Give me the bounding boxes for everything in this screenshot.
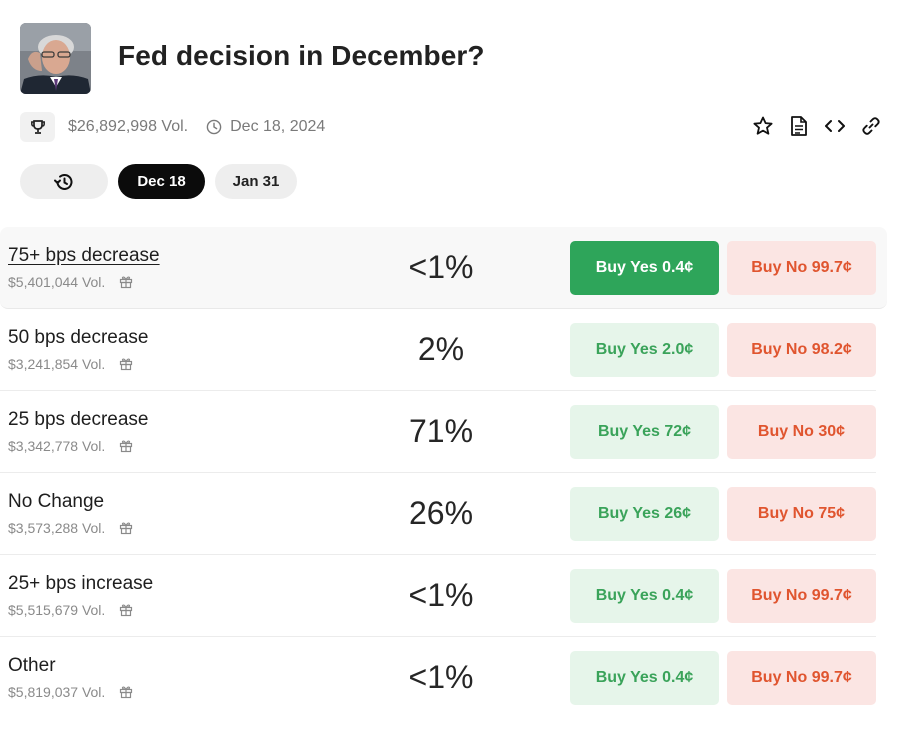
tab-jan-31[interactable]: Jan 31: [215, 164, 297, 199]
outcome-volume-line: $5,515,679 Vol.: [8, 602, 133, 618]
buy-no-button[interactable]: Buy No 30¢: [727, 405, 876, 459]
outcome-volume: $3,241,854 Vol.: [8, 356, 106, 372]
outcome-list: 75+ bps decrease $5,401,044 Vol. <1% Buy…: [0, 227, 887, 719]
outcome-volume: $5,401,044 Vol.: [8, 274, 106, 290]
outcome-name[interactable]: 25+ bps increase: [8, 573, 154, 594]
market-actions: [752, 114, 882, 138]
tab-history[interactable]: [20, 164, 108, 199]
buy-yes-button[interactable]: Buy Yes 0.4¢: [570, 569, 719, 623]
market-volume: $26,892,998 Vol.: [68, 118, 189, 135]
date-tabs: Dec 18 Jan 31: [20, 164, 297, 199]
outcome-probability: <1%: [408, 577, 474, 613]
outcome-name[interactable]: Other: [8, 655, 56, 676]
gift-icon[interactable]: [119, 685, 133, 699]
outcome-name[interactable]: 50 bps decrease: [8, 327, 149, 348]
buy-yes-button[interactable]: Buy Yes 26¢: [570, 487, 719, 541]
outcome-name[interactable]: 25 bps decrease: [8, 409, 149, 430]
document-icon[interactable]: [788, 114, 810, 138]
outcome-volume-line: $3,342,778 Vol.: [8, 438, 133, 454]
gift-icon[interactable]: [119, 521, 133, 535]
outcome-volume: $5,819,037 Vol.: [8, 684, 106, 700]
market-end-date: Dec 18, 2024: [230, 118, 326, 135]
outcome-row[interactable]: No Change $3,573,288 Vol. 26% Buy Yes 26…: [0, 473, 876, 555]
outcome-name[interactable]: No Change: [8, 491, 105, 512]
history-icon: [53, 172, 75, 192]
buy-yes-button[interactable]: Buy Yes 2.0¢: [570, 323, 719, 377]
buy-yes-button[interactable]: Buy Yes 72¢: [570, 405, 719, 459]
buy-no-button[interactable]: Buy No 99.7¢: [727, 569, 876, 623]
market-title: Fed decision in December?: [118, 40, 485, 71]
market-meta: $26,892,998 Vol. Dec 18, 2024: [20, 112, 325, 142]
gift-icon[interactable]: [119, 357, 133, 371]
buy-no-button[interactable]: Buy No 99.7¢: [727, 651, 876, 705]
outcome-row[interactable]: 75+ bps decrease $5,401,044 Vol. <1% Buy…: [0, 227, 887, 309]
outcome-volume: $5,515,679 Vol.: [8, 602, 106, 618]
outcome-probability: 26%: [408, 495, 474, 531]
outcome-volume-line: $5,819,037 Vol.: [8, 684, 133, 700]
gift-icon[interactable]: [119, 439, 133, 453]
outcome-probability: 71%: [408, 413, 474, 449]
outcome-volume: $3,342,778 Vol.: [8, 438, 106, 454]
outcome-volume-line: $5,401,044 Vol.: [8, 274, 133, 290]
buy-no-button[interactable]: Buy No 98.2¢: [727, 323, 876, 377]
buy-no-button[interactable]: Buy No 99.7¢: [727, 241, 876, 295]
outcome-row[interactable]: 50 bps decrease $3,241,854 Vol. 2% Buy Y…: [0, 309, 876, 391]
buy-yes-button[interactable]: Buy Yes 0.4¢: [570, 241, 719, 295]
outcome-volume: $3,573,288 Vol.: [8, 520, 106, 536]
outcome-name[interactable]: 75+ bps decrease: [8, 245, 160, 266]
gift-icon[interactable]: [119, 275, 133, 289]
buy-yes-button[interactable]: Buy Yes 0.4¢: [570, 651, 719, 705]
outcome-probability: <1%: [408, 659, 474, 695]
star-icon[interactable]: [752, 114, 774, 138]
outcome-row[interactable]: 25+ bps increase $5,515,679 Vol. <1% Buy…: [0, 555, 876, 637]
clock-icon: [206, 119, 222, 135]
gift-icon[interactable]: [119, 603, 133, 617]
code-icon[interactable]: [824, 114, 846, 138]
link-icon[interactable]: [860, 114, 882, 138]
outcome-probability: <1%: [408, 249, 474, 285]
market-avatar: [20, 23, 91, 94]
outcome-volume-line: $3,573,288 Vol.: [8, 520, 133, 536]
portrait-image: [20, 23, 91, 94]
outcome-row[interactable]: Other $5,819,037 Vol. <1% Buy Yes 0.4¢ B…: [0, 637, 876, 719]
buy-no-button[interactable]: Buy No 75¢: [727, 487, 876, 541]
outcome-row[interactable]: 25 bps decrease $3,342,778 Vol. 71% Buy …: [0, 391, 876, 473]
trophy-icon[interactable]: [20, 112, 55, 142]
outcome-volume-line: $3,241,854 Vol.: [8, 356, 133, 372]
tab-dec-18[interactable]: Dec 18: [118, 164, 205, 199]
outcome-probability: 2%: [417, 331, 465, 367]
